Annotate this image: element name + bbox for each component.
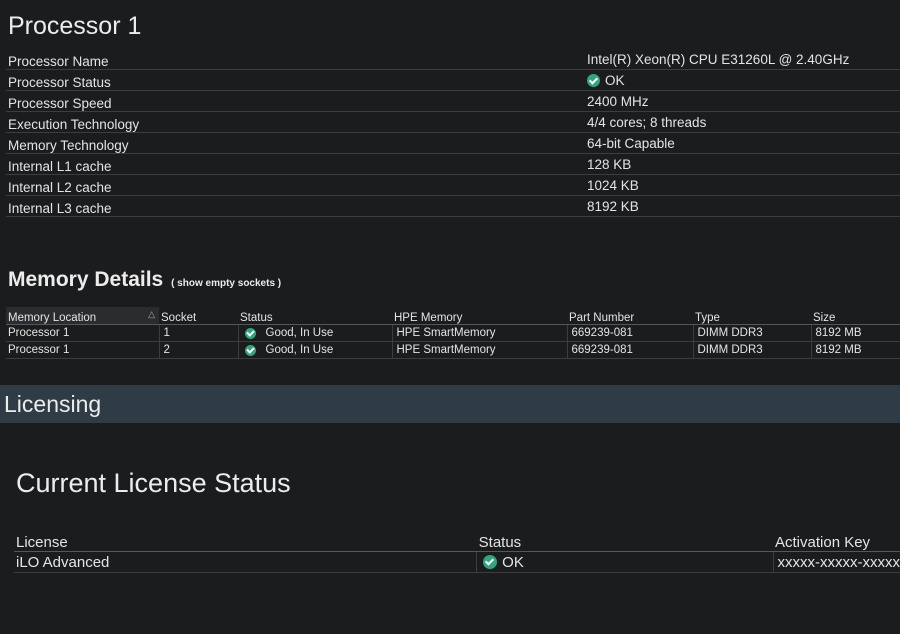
processor-name-value: Intel(R) Xeon(R) CPU E31260L @ 2.40GHz (587, 51, 850, 67)
column-header-type[interactable]: Type (693, 307, 811, 325)
processor-row-status: Processor Status OK (6, 70, 900, 91)
hpe-memory-cell: HPE SmartMemory (391, 341, 567, 359)
processor-status-label: Processor Status (8, 74, 111, 90)
type-cell: DIMM DDR3 (692, 324, 811, 342)
column-header-size[interactable]: Size (811, 307, 900, 325)
size-cell: 8192 MB (810, 324, 900, 342)
column-label: Memory Location (8, 312, 97, 324)
license-name-cell: iLO Advanced (14, 551, 477, 573)
processor-row-name: Processor Name Intel(R) Xeon(R) CPU E312… (6, 49, 900, 70)
type-cell: DIMM DDR3 (692, 341, 811, 359)
processor-row-execution: Execution Technology 4/4 cores; 8 thread… (6, 112, 900, 133)
table-header-row: Memory Location △ Socket Status HPE Memo… (6, 307, 900, 325)
status-cell: Good, In Use (237, 324, 392, 342)
processor-speed-value: 2400 MHz (587, 93, 649, 109)
memory-details-heading: Memory Details ( show empty sockets ) (8, 268, 281, 292)
processor-name-label: Processor Name (8, 53, 109, 69)
status-text: Good, In Use (265, 344, 334, 356)
execution-technology-label: Execution Technology (8, 116, 140, 132)
column-header-socket[interactable]: Socket (159, 307, 238, 325)
l1-cache-label: Internal L1 cache (8, 158, 112, 174)
license-status-cell: OK (476, 551, 773, 573)
status-text: Good, In Use (265, 327, 334, 339)
column-header-part-number[interactable]: Part Number (567, 307, 693, 325)
processor-status-value: OK (587, 73, 900, 88)
processor-row-speed: Processor Speed 2400 MHz (6, 91, 900, 112)
memory-details-table: Memory Location △ Socket Status HPE Memo… (6, 307, 900, 359)
processor-row-memory-tech: Memory Technology 64-bit Capable (6, 133, 900, 154)
size-cell: 8192 MB (810, 341, 900, 359)
column-header-status: Status (476, 533, 773, 552)
check-circle-icon (244, 327, 256, 339)
processor-speed-label: Processor Speed (8, 95, 112, 111)
license-table: License Status Activation Key iLO Advanc… (14, 533, 900, 573)
license-status-text: OK (502, 553, 524, 571)
table-row: Processor 1 1 Good, In Use HPE SmartMemo… (6, 324, 900, 342)
processor-row-l2: Internal L2 cache 1024 KB (6, 175, 900, 196)
l1-cache-value: 128 KB (587, 156, 632, 172)
check-circle-icon (587, 73, 600, 87)
memory-technology-label: Memory Technology (8, 137, 129, 153)
l3-cache-value: 8192 KB (587, 198, 639, 214)
hpe-memory-cell: HPE SmartMemory (391, 324, 567, 342)
processor-info-table: Processor Name Intel(R) Xeon(R) CPU E312… (6, 49, 900, 217)
licensing-section-title: Licensing (4, 391, 102, 417)
table-row: iLO Advanced OK xxxxx-xxxxx-xxxxx (14, 551, 900, 573)
current-license-status-title: Current License Status (16, 468, 291, 498)
licensing-section-header: Licensing (0, 385, 900, 423)
processor-title: Processor 1 (8, 12, 142, 40)
part-number-cell: 669239-081 (566, 324, 693, 342)
l2-cache-label: Internal L2 cache (8, 179, 112, 195)
processor-status-text: OK (605, 72, 625, 88)
check-circle-icon (483, 555, 498, 569)
socket-cell: 2 (158, 341, 238, 359)
column-header-status[interactable]: Status (238, 307, 392, 325)
column-header-memory-location[interactable]: Memory Location △ (6, 307, 159, 325)
memory-details-title: Memory Details (8, 268, 164, 291)
l2-cache-value: 1024 KB (587, 177, 639, 193)
l3-cache-label: Internal L3 cache (8, 200, 112, 216)
column-header-activation-key: Activation Key (773, 533, 900, 552)
memory-location-cell: Processor 1 (6, 324, 159, 342)
memory-technology-value: 64-bit Capable (587, 135, 675, 151)
table-header-row: License Status Activation Key (14, 533, 900, 552)
memory-location-cell: Processor 1 (6, 341, 159, 359)
processor-row-l3: Internal L3 cache 8192 KB (6, 196, 900, 217)
check-circle-icon (244, 344, 256, 356)
processor-row-l1: Internal L1 cache 128 KB (6, 154, 900, 175)
column-header-license: License (14, 533, 477, 552)
column-header-hpe-memory[interactable]: HPE Memory (392, 307, 567, 325)
socket-cell: 1 (158, 324, 238, 342)
part-number-cell: 669239-081 (566, 341, 693, 359)
status-cell: Good, In Use (237, 341, 392, 359)
activation-key-cell: xxxxx-xxxxx-xxxxx (772, 551, 900, 573)
sort-icon[interactable]: △ (148, 309, 155, 319)
show-empty-sockets-link[interactable]: ( show empty sockets ) (171, 278, 282, 289)
execution-technology-value: 4/4 cores; 8 threads (587, 114, 707, 130)
table-row: Processor 1 2 Good, In Use HPE SmartMemo… (6, 341, 900, 359)
